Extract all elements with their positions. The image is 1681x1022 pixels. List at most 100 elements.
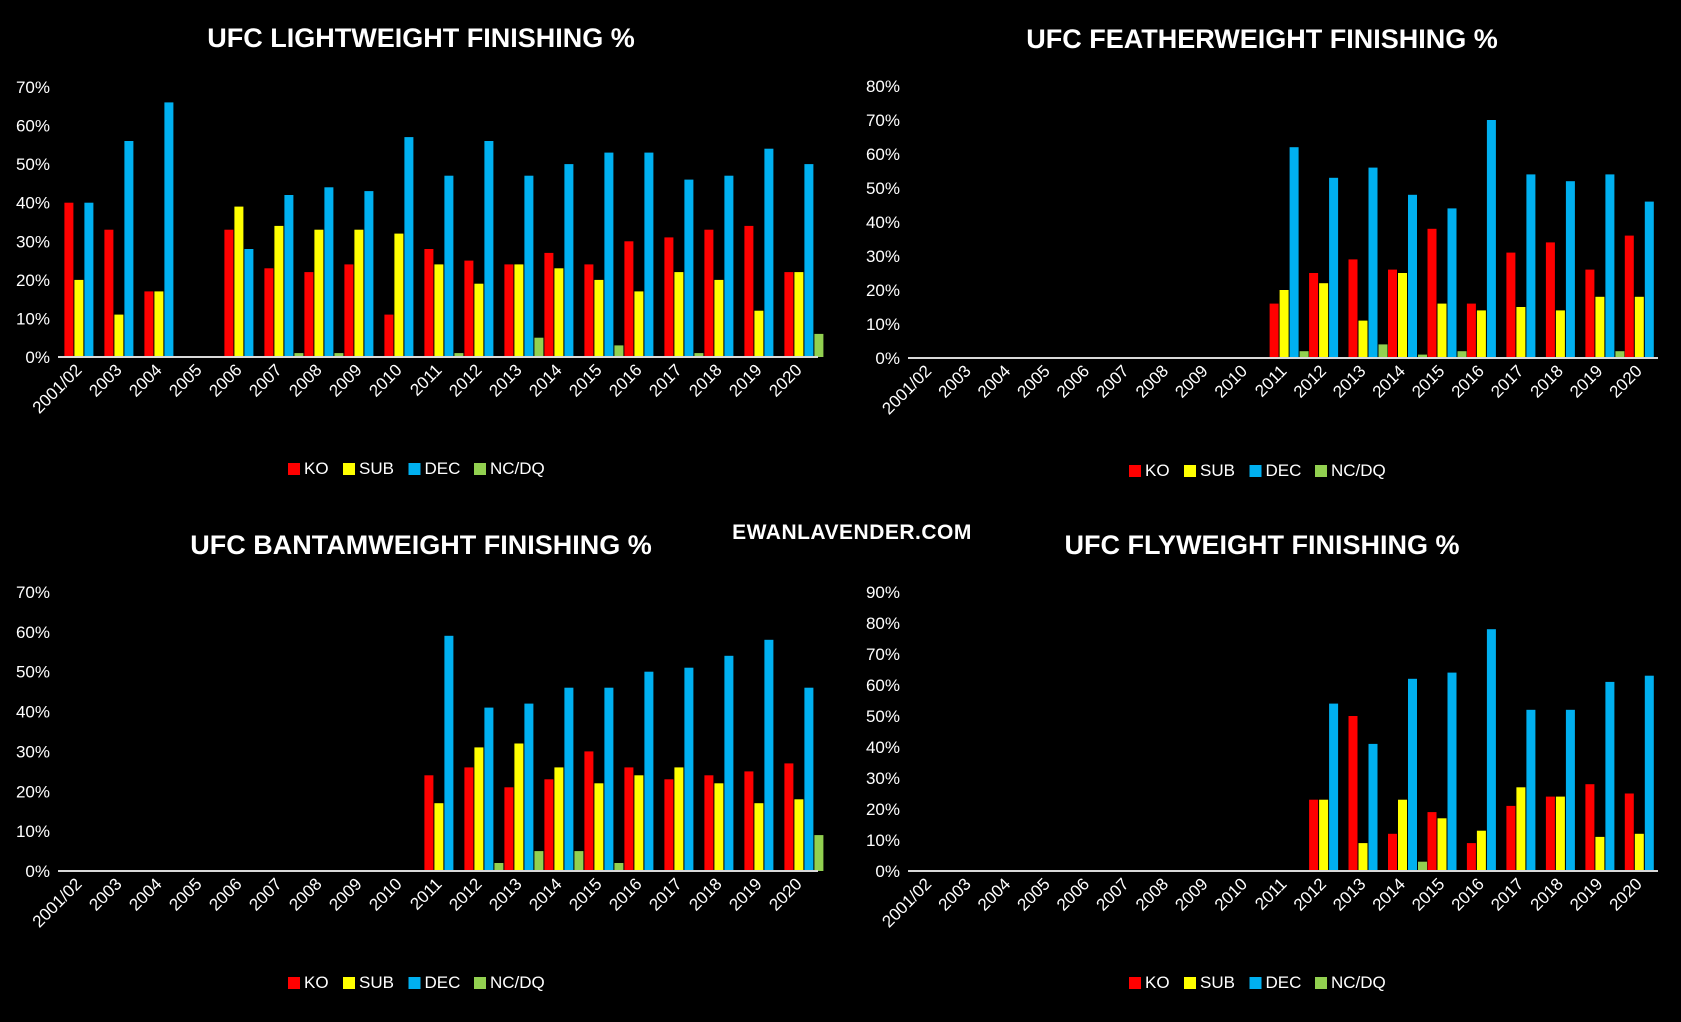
bar-ko xyxy=(304,272,314,357)
x-tick-label: 2005 xyxy=(1014,361,1054,401)
legend-label: KO xyxy=(304,973,329,992)
bar-dec xyxy=(804,687,814,871)
bar-nc-dq xyxy=(1418,354,1427,358)
bar-ko xyxy=(64,202,74,357)
legend-label: NC/DQ xyxy=(1331,461,1386,480)
watermark: EWANLAVENDER.COM xyxy=(732,521,972,544)
bar-dec xyxy=(444,635,454,871)
legend-label: DEC xyxy=(425,973,461,992)
bar-dec xyxy=(484,141,494,357)
bar-ko xyxy=(1427,812,1437,871)
bar-ko xyxy=(1506,805,1516,871)
bar-sub xyxy=(714,279,724,357)
x-tick-label: 2006 xyxy=(1053,361,1093,401)
x-tick-label: 2016 xyxy=(1448,874,1488,914)
y-tick-label: 50% xyxy=(16,663,50,682)
bar-sub xyxy=(554,268,564,357)
x-tick-label: 2011 xyxy=(406,360,445,399)
bar-dec xyxy=(1565,709,1575,871)
bar-sub xyxy=(314,229,324,357)
bar-ko xyxy=(1309,273,1319,358)
legend-label: KO xyxy=(1145,973,1170,992)
bar-dec xyxy=(724,655,734,871)
bar-ko xyxy=(584,751,594,871)
bar-ko xyxy=(784,272,794,357)
bar-dec xyxy=(364,191,374,357)
bar-ko xyxy=(1427,228,1437,358)
x-tick-label: 2004 xyxy=(974,874,1014,914)
legend-label: SUB xyxy=(1200,973,1235,992)
bar-nc-dq xyxy=(814,333,824,357)
bar-dec xyxy=(684,667,694,871)
bar-nc-dq xyxy=(814,835,824,871)
bar-sub xyxy=(1595,836,1605,871)
bar-dec xyxy=(1408,194,1417,358)
bar-dec xyxy=(1329,703,1339,871)
x-tick-label: 2004 xyxy=(125,360,165,400)
x-tick-label: 2017 xyxy=(1487,361,1527,401)
x-tick-label: 2014 xyxy=(1369,874,1409,914)
y-tick-label: 10% xyxy=(16,822,50,841)
bar-dec xyxy=(1526,709,1536,871)
legend-swatch xyxy=(1184,465,1196,477)
y-tick-label: 10% xyxy=(16,309,50,328)
legend-swatch xyxy=(1249,977,1262,989)
bar-sub xyxy=(634,291,644,357)
bar-dec xyxy=(244,249,254,357)
y-tick-label: 80% xyxy=(866,614,900,633)
y-tick-label: 10% xyxy=(866,831,900,850)
legend-label: SUB xyxy=(359,973,394,992)
bar-dec xyxy=(764,639,774,871)
bar-sub xyxy=(1358,843,1368,871)
bar-ko xyxy=(104,229,114,357)
x-tick-label: 2008 xyxy=(285,360,325,400)
x-tick-label: 2014 xyxy=(1369,361,1409,401)
bar-dec xyxy=(1368,167,1378,358)
x-tick-label: 2010 xyxy=(1211,361,1251,401)
x-tick-label: 2001/02 xyxy=(878,361,935,418)
bar-ko xyxy=(1466,303,1476,358)
x-tick-label: 2003 xyxy=(85,360,125,400)
bar-ko xyxy=(1624,793,1634,871)
x-tick-label: 2013 xyxy=(485,874,525,914)
x-tick-label: 2011 xyxy=(1251,874,1290,913)
y-tick-label: 90% xyxy=(866,583,900,602)
bar-dec xyxy=(1486,120,1496,358)
x-tick-label: 2003 xyxy=(85,874,125,914)
y-tick-label: 10% xyxy=(866,315,900,334)
x-tick-label: 2020 xyxy=(1606,361,1646,401)
y-tick-label: 40% xyxy=(866,738,900,757)
bar-sub xyxy=(1595,296,1605,358)
bar-ko xyxy=(624,767,634,871)
bar-sub xyxy=(794,799,804,871)
x-tick-label: 2006 xyxy=(1053,874,1093,914)
bar-nc-dq xyxy=(534,337,544,357)
bar-dec xyxy=(1368,743,1378,871)
legend-swatch xyxy=(408,977,421,989)
legend-label: KO xyxy=(1145,461,1170,480)
legend-swatch xyxy=(474,463,486,475)
y-tick-label: 50% xyxy=(16,155,50,174)
bar-ko xyxy=(1624,235,1634,358)
x-tick-label: 2014 xyxy=(525,874,565,914)
x-tick-label: 2005 xyxy=(165,874,205,914)
chart-title: UFC FEATHERWEIGHT FINISHING % xyxy=(1026,24,1498,54)
bar-ko xyxy=(464,260,474,357)
x-tick-label: 2012 xyxy=(1290,874,1330,914)
bar-sub xyxy=(754,310,764,357)
bar-ko xyxy=(1506,252,1516,358)
x-tick-label: 2016 xyxy=(1448,361,1488,401)
bar-dec xyxy=(564,687,574,871)
x-tick-label: 2013 xyxy=(1329,874,1369,914)
bar-dec xyxy=(1289,147,1299,358)
legend-swatch xyxy=(288,977,300,989)
bar-nc-dq xyxy=(614,345,624,357)
bar-sub xyxy=(474,283,484,357)
chart-panel-2: UFC FEATHERWEIGHT FINISHING % 0% 10% 20% 30%… xyxy=(866,24,1658,480)
x-tick-label: 2008 xyxy=(285,874,325,914)
bar-sub xyxy=(634,775,644,871)
x-tick-label: 2001/02 xyxy=(29,360,86,417)
chart-panel-1: UFC LIGHTWEIGHT FINISHING % 0% 10% 20% 30% 40… xyxy=(16,23,824,478)
x-tick-label: 2020 xyxy=(765,360,805,400)
